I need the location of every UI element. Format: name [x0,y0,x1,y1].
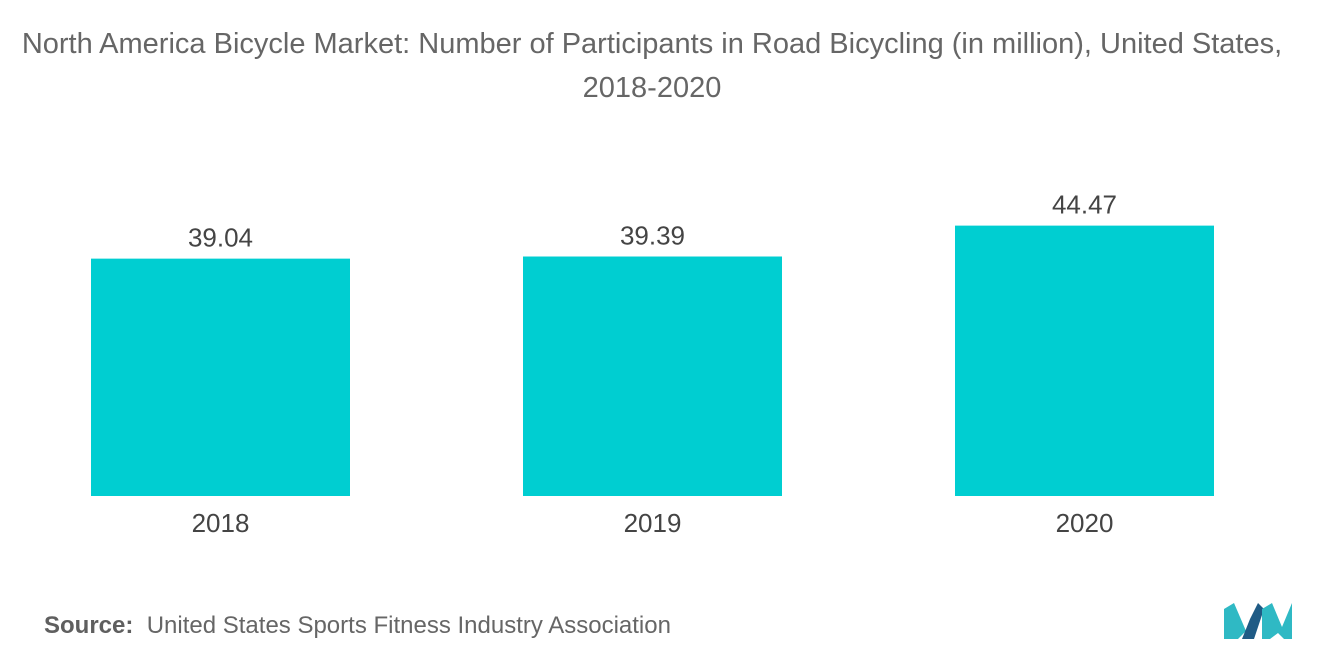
value-label-2020: 44.47 [1052,190,1117,220]
x-tick-label-2019: 2019 [624,508,682,538]
bar-2018 [91,258,350,496]
logo-mid-stroke [1242,603,1264,639]
bars-layer [91,225,1214,496]
logo-right-stroke [1262,603,1292,639]
value-labels-layer: 39.04 39.39 44.47 [188,190,1117,253]
mordor-intelligence-logo-icon [1224,603,1292,639]
x-tick-label-2018: 2018 [192,508,250,538]
bar-2019 [523,256,782,496]
source-label: Source: [44,612,134,639]
source-text: United States Sports Fitness Industry As… [146,612,671,639]
chart-title: North America Bicycle Market: Number of … [21,28,1283,104]
x-tick-labels-layer: 2018 2019 2020 [192,508,1114,538]
value-label-2018: 39.04 [188,223,253,253]
logo-left-stroke [1224,603,1246,639]
x-tick-label-2020: 2020 [1056,508,1114,538]
source-note: Source: United States Sports Fitness Ind… [44,612,671,640]
bar-2020 [955,225,1214,496]
value-label-2019: 39.39 [620,221,685,251]
